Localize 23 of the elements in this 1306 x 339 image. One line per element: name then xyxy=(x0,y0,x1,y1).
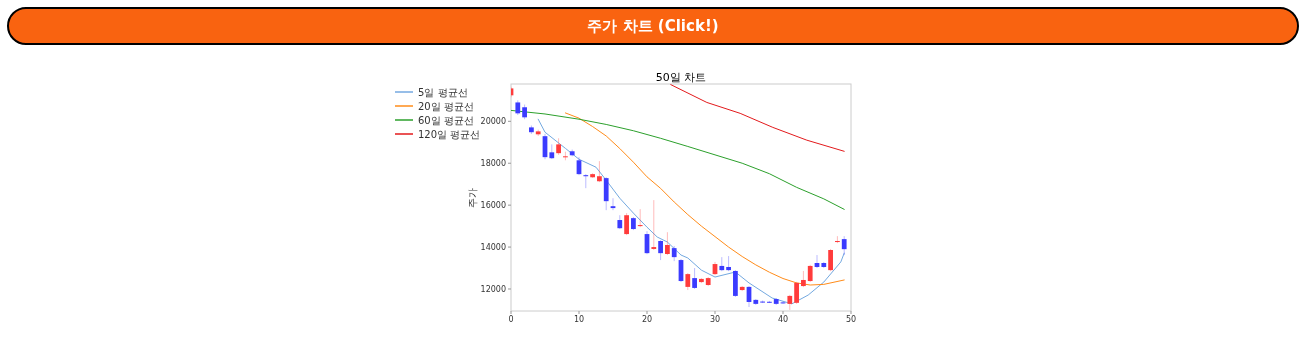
x-tick-label: 10 xyxy=(573,315,585,324)
candlestick xyxy=(583,173,589,189)
line-series xyxy=(537,118,845,305)
chart-title: 50일 차트 xyxy=(655,71,707,84)
legend-label: 5일 평균선 xyxy=(418,87,468,98)
x-tick-label: 20 xyxy=(641,315,653,324)
line-series xyxy=(564,112,845,286)
y-axis-title: 주가 xyxy=(467,187,478,208)
legend-label: 60일 평균선 xyxy=(418,115,474,126)
x-tick-label: 50 xyxy=(845,315,857,324)
y-tick-label: 12000 xyxy=(480,284,506,294)
y-tick-label: 20000 xyxy=(480,117,506,127)
legend-label: 120일 평균선 xyxy=(418,129,481,140)
line-series xyxy=(511,109,845,210)
y-tick-label: 16000 xyxy=(480,201,506,211)
x-tick-label: 0 xyxy=(508,315,514,324)
y-tick-label: 14000 xyxy=(480,243,506,253)
legend-label: 20일 평균선 xyxy=(418,101,474,112)
y-tick-label: 18000 xyxy=(480,159,506,169)
x-tick-label: 40 xyxy=(777,315,789,324)
x-tick-label: 30 xyxy=(709,315,721,324)
button: 주가 차트 (Click!) xyxy=(7,7,1299,45)
line-series xyxy=(670,84,845,152)
